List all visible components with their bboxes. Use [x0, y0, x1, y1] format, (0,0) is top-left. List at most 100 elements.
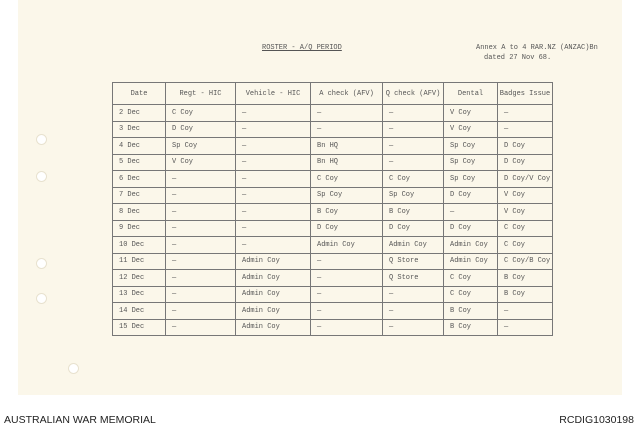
table-cell: —	[382, 285, 444, 303]
table-cell: —	[310, 252, 383, 270]
table-cell: C Coy	[165, 104, 236, 122]
table-cell: Sp Coy	[165, 137, 236, 155]
table-cell: D Coy	[443, 186, 498, 204]
table-row: 8 Dec — — B Coy B Coy — V Coy	[112, 203, 553, 221]
table-cell: —	[235, 219, 311, 237]
table-cell: Sp Coy	[382, 186, 444, 204]
column-header: Dental	[443, 82, 498, 105]
table-cell: D Coy	[382, 219, 444, 237]
table-cell: 6 Dec	[112, 170, 166, 188]
table-cell: —	[165, 186, 236, 204]
table-row: 14 Dec — Admin Coy — — B Coy —	[112, 302, 553, 320]
table-cell: Admin Coy	[235, 302, 311, 320]
table-cell: —	[235, 170, 311, 188]
table-row: 2 Dec C Coy — — — V Coy —	[112, 104, 553, 122]
table-cell: V Coy	[443, 120, 498, 138]
table-cell: D Coy	[165, 120, 236, 138]
punch-hole	[68, 363, 79, 374]
table-cell: Sp Coy	[310, 186, 383, 204]
dated: dated 27 Nov 68.	[484, 54, 552, 62]
table-cell: —	[382, 153, 444, 171]
table-row: 7 Dec — — Sp Coy Sp Coy D Coy V Coy	[112, 186, 553, 204]
table-cell: 5 Dec	[112, 153, 166, 171]
table-cell: B Coy	[443, 302, 498, 320]
table-cell: 2 Dec	[112, 104, 166, 122]
column-header: Date	[112, 82, 166, 105]
table-row: 3 Dec D Coy — — — V Coy —	[112, 120, 553, 138]
table-cell: —	[235, 153, 311, 171]
column-header: Regt - HIC	[165, 82, 236, 105]
column-header: A check (AFV)	[310, 82, 383, 105]
table-cell: Sp Coy	[443, 170, 498, 188]
table-row: 6 Dec — — C Coy C Coy Sp Coy D Coy/V Coy	[112, 170, 553, 188]
table-row: 4 Dec Sp Coy — Bn HQ — Sp Coy D Coy	[112, 137, 553, 155]
column-header: Vehicle - HIC	[235, 82, 311, 105]
table-cell: Q Store	[382, 269, 444, 287]
table-cell: —	[165, 203, 236, 221]
table-cell: —	[165, 219, 236, 237]
table-cell: Admin Coy	[235, 318, 311, 336]
table-cell: Admin Coy	[235, 269, 311, 287]
table-cell: C Coy	[497, 236, 553, 254]
table-cell: —	[235, 120, 311, 138]
table-cell: —	[165, 236, 236, 254]
table-cell: —	[235, 203, 311, 221]
table-cell: Admin Coy	[382, 236, 444, 254]
table-cell: —	[235, 137, 311, 155]
table-cell: V Coy	[165, 153, 236, 171]
table-cell: 3 Dec	[112, 120, 166, 138]
table-cell: 10 Dec	[112, 236, 166, 254]
table-row: 13 Dec — Admin Coy — — C Coy B Coy	[112, 285, 553, 303]
annex: Annex A to 4 RAR.NZ (ANZAC)Bn	[476, 44, 598, 52]
table-cell: —	[310, 120, 383, 138]
table-cell: —	[310, 104, 383, 122]
table-cell: 8 Dec	[112, 203, 166, 221]
table-row: 9 Dec — — D Coy D Coy D Coy C Coy	[112, 219, 553, 237]
table-cell: Admin Coy	[443, 252, 498, 270]
table-cell: —	[235, 104, 311, 122]
table-body: 2 Dec C Coy — — — V Coy —3 Dec D Coy — — — V Coy —4 …	[112, 104, 553, 336]
table-cell: C Coy	[443, 285, 498, 303]
table-cell: D Coy/V Coy	[497, 170, 553, 188]
table-row: 11 Dec — Admin Coy — Q Store Admin Coy C Coy/B…	[112, 252, 553, 270]
table-cell: —	[165, 302, 236, 320]
table-row: 10 Dec — — Admin Coy Admin Coy Admin Coy C Coy	[112, 236, 553, 254]
footer-right: RCDIG1030198	[559, 414, 634, 426]
table-cell: D Coy	[443, 219, 498, 237]
table-cell: —	[310, 302, 383, 320]
table-cell: 9 Dec	[112, 219, 166, 237]
table-cell: —	[382, 302, 444, 320]
table-cell: Admin Coy	[443, 236, 498, 254]
table-cell: —	[235, 236, 311, 254]
table-cell: V Coy	[497, 186, 553, 204]
table-cell: Q Store	[382, 252, 444, 270]
punch-hole	[36, 134, 47, 145]
table-row: 5 Dec V Coy — Bn HQ — Sp Coy D Coy	[112, 153, 553, 171]
table-cell: Admin Coy	[235, 285, 311, 303]
table-cell: D Coy	[310, 219, 383, 237]
table-cell: Sp Coy	[443, 137, 498, 155]
table-cell: 14 Dec	[112, 302, 166, 320]
table-cell: C Coy	[497, 219, 553, 237]
table-cell: —	[382, 137, 444, 155]
column-header: Q check (AFV)	[382, 82, 444, 105]
table-cell: —	[165, 285, 236, 303]
table-cell: V Coy	[443, 104, 498, 122]
table-cell: —	[165, 170, 236, 188]
table-row: 15 Dec — Admin Coy — — B Coy —	[112, 318, 553, 336]
table-cell: 15 Dec	[112, 318, 166, 336]
table-cell: 11 Dec	[112, 252, 166, 270]
table-cell: B Coy	[497, 285, 553, 303]
table-cell: B Coy	[497, 269, 553, 287]
roster-table: Date Regt - HIC Vehicle - HIC A check (AFV)…	[112, 82, 553, 336]
table-cell: V Coy	[497, 203, 553, 221]
table-cell: —	[165, 269, 236, 287]
table-cell: —	[310, 285, 383, 303]
table-cell: —	[382, 120, 444, 138]
table-cell: 13 Dec	[112, 285, 166, 303]
table-cell: B Coy	[310, 203, 383, 221]
table-cell: 4 Dec	[112, 137, 166, 155]
header-row: Date Regt - HIC Vehicle - HIC A check (AFV)…	[112, 82, 553, 105]
footer-left: AUSTRALIAN WAR MEMORIAL	[4, 414, 156, 426]
